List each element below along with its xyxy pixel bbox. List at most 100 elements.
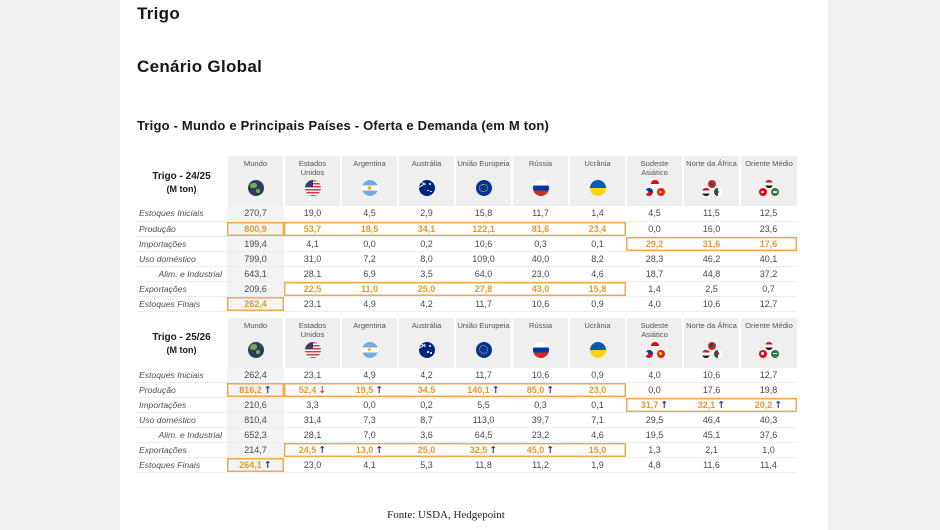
row-label: Estoques Finais <box>139 298 201 309</box>
data-cell: 37,6 <box>740 428 797 443</box>
data-cell: 0,2 <box>398 236 455 251</box>
cell-value: 3,5 <box>420 268 433 279</box>
data-cell: 1,3 <box>626 443 683 458</box>
data-cell: 29,2 <box>626 236 683 251</box>
data-cell: 31,7 ↑ <box>626 398 683 413</box>
data-cell: 40,3 <box>740 413 797 428</box>
table-row-estoques-iniciais: Estoques Iniciais 262,4 23,1 4,9 4,2 11,7 10,6… <box>137 367 797 383</box>
column-label: Austrália <box>411 320 442 330</box>
cell-value: 0,7 <box>762 283 775 294</box>
cell-value: 6,9 <box>363 268 376 279</box>
column-header-ucrania: Ucrânia <box>568 317 626 368</box>
data-cell: 31,4 <box>284 413 341 428</box>
cell-value: 17,6 <box>759 238 778 249</box>
data-cell: 23,1 <box>284 368 341 383</box>
data-cell: 34,5 <box>398 383 455 398</box>
data-cell: 15,0 <box>569 443 626 458</box>
cell-value: 28,1 <box>303 268 322 279</box>
cell-value: 18,7 <box>645 268 664 279</box>
cell-value: 214,7 <box>244 445 267 455</box>
cell-value: 19,5 <box>645 430 664 440</box>
column-label: Austrália <box>411 159 442 168</box>
column-header-uniao-europeia: União Europeia <box>454 156 512 206</box>
data-cell: 0,7 <box>740 281 797 296</box>
data-cell: 643,1 <box>227 266 284 281</box>
cell-value: 262,4 <box>244 369 267 380</box>
data-cell: 12,7 <box>740 296 797 311</box>
data-cell: 23,1 <box>284 296 341 311</box>
cell-value: 34,5 <box>417 385 436 395</box>
data-cell: 19,8 <box>740 383 797 398</box>
cell-value: 4,1 <box>363 460 376 470</box>
data-cell: 11,7 <box>455 296 512 311</box>
cell-value: 5,5 <box>477 400 490 410</box>
data-cell: 4,8 <box>626 458 683 473</box>
data-cell: 23,6 <box>740 221 797 236</box>
data-cell: 214,7 <box>227 442 284 458</box>
data-cell: 199,4 <box>227 236 284 251</box>
data-cell: 11,7 <box>455 368 512 383</box>
data-cell: 31,6 <box>683 236 740 251</box>
cell-value: 28,1 <box>303 430 322 440</box>
data-cell: 24,5 ↑ <box>284 443 341 458</box>
cell-value: 11,4 <box>760 460 777 470</box>
data-cell: 11,6 <box>683 458 740 473</box>
page-title: Trigo <box>137 4 181 23</box>
unit-label: (M ton) <box>166 183 197 194</box>
data-cell: 4,2 <box>398 296 455 311</box>
table-row-importacoes: Importações 199,4 4,1 0,0 0,2 10,6 0,3 0,1 29,2 3… <box>137 236 797 251</box>
cell-value: 31,7 <box>640 399 659 410</box>
data-cell: 7,0 <box>341 428 398 443</box>
cell-value: 800,9 <box>244 223 267 234</box>
cell-value: 4,8 <box>648 460 661 470</box>
data-cell: 22,5 <box>284 281 341 296</box>
cell-value: 23,1 <box>303 298 322 309</box>
cell-value: 8,7 <box>420 415 433 425</box>
table-row-importacoes: Importações 210,6 3,3 0,0 0,2 5,5 0,3 0,1 31,7 ↑ 3… <box>137 397 797 413</box>
data-cell: 40,0 <box>512 251 569 266</box>
cell-value: 209,6 <box>244 283 267 294</box>
data-cell: 23,2 <box>512 428 569 443</box>
cell-value: 29,2 <box>645 238 664 249</box>
column-label: Rússia <box>528 320 553 330</box>
cell-value: 7,3 <box>363 415 376 425</box>
table-row-exportacoes: Exportações 209,6 22,5 11,0 25,0 27,8 43,0 15,8… <box>137 281 797 296</box>
table-row-uso-domestico: Uso doméstico 810,4 31,4 7,3 8,7 113,0 39,7 7,1… <box>137 412 797 428</box>
middle-east-flags-icon <box>758 180 780 197</box>
data-cell: 4,6 <box>569 266 626 281</box>
data-cell: 10,6 <box>455 236 512 251</box>
data-cell: 23,0 <box>512 266 569 281</box>
data-cell: 37,2 <box>740 266 797 281</box>
cell-value: 4,5 <box>648 208 661 219</box>
cell-value: 23,1 <box>303 369 322 380</box>
cell-value: 3,6 <box>420 430 433 440</box>
data-cell: 16,0 <box>683 221 740 236</box>
data-cell: 81,6 <box>512 221 569 236</box>
row-label: Estoques Iniciais <box>139 208 204 219</box>
cell-value: 44,8 <box>702 268 721 279</box>
cell-value: 39,7 <box>531 415 550 425</box>
up-arrow-icon: ↑ <box>717 399 726 411</box>
data-cell: 32,5 ↑ <box>455 443 512 458</box>
cell-value: 64,5 <box>474 430 493 440</box>
data-cell: 20,2 ↑ <box>740 398 797 413</box>
north-africa-flags-icon <box>701 341 723 359</box>
data-cell: 140,1 ↑ <box>455 383 512 398</box>
cell-value: 37,2 <box>759 268 778 279</box>
cell-value: 652,3 <box>244 430 267 440</box>
data-cell: 8,0 <box>398 251 455 266</box>
row-label: Estoques Finais <box>139 460 201 470</box>
column-header-oriente-medio: Oriente Médio <box>739 156 797 206</box>
data-cell: 209,6 <box>227 281 284 296</box>
data-cell: 34,1 <box>398 221 455 236</box>
cell-value: 22,5 <box>303 283 322 294</box>
cell-value: 210,6 <box>244 400 267 410</box>
cell-value: 11,8 <box>475 460 492 470</box>
column-header-norte-da-africa: Norte da África <box>682 156 740 206</box>
cell-value: 3,3 <box>306 400 319 410</box>
column-header-argentina: Argentina <box>340 156 398 206</box>
cell-value: 11,2 <box>532 460 549 470</box>
document-sheet: Trigo Cenário Global Trigo - Mundo e Pri… <box>120 0 828 530</box>
cell-value: 0,3 <box>534 238 547 249</box>
cell-value: 270,7 <box>244 208 267 219</box>
